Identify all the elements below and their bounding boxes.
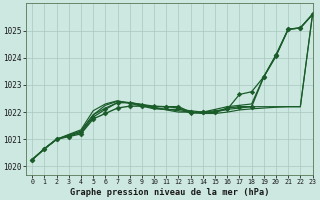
X-axis label: Graphe pression niveau de la mer (hPa): Graphe pression niveau de la mer (hPa) bbox=[69, 188, 269, 197]
